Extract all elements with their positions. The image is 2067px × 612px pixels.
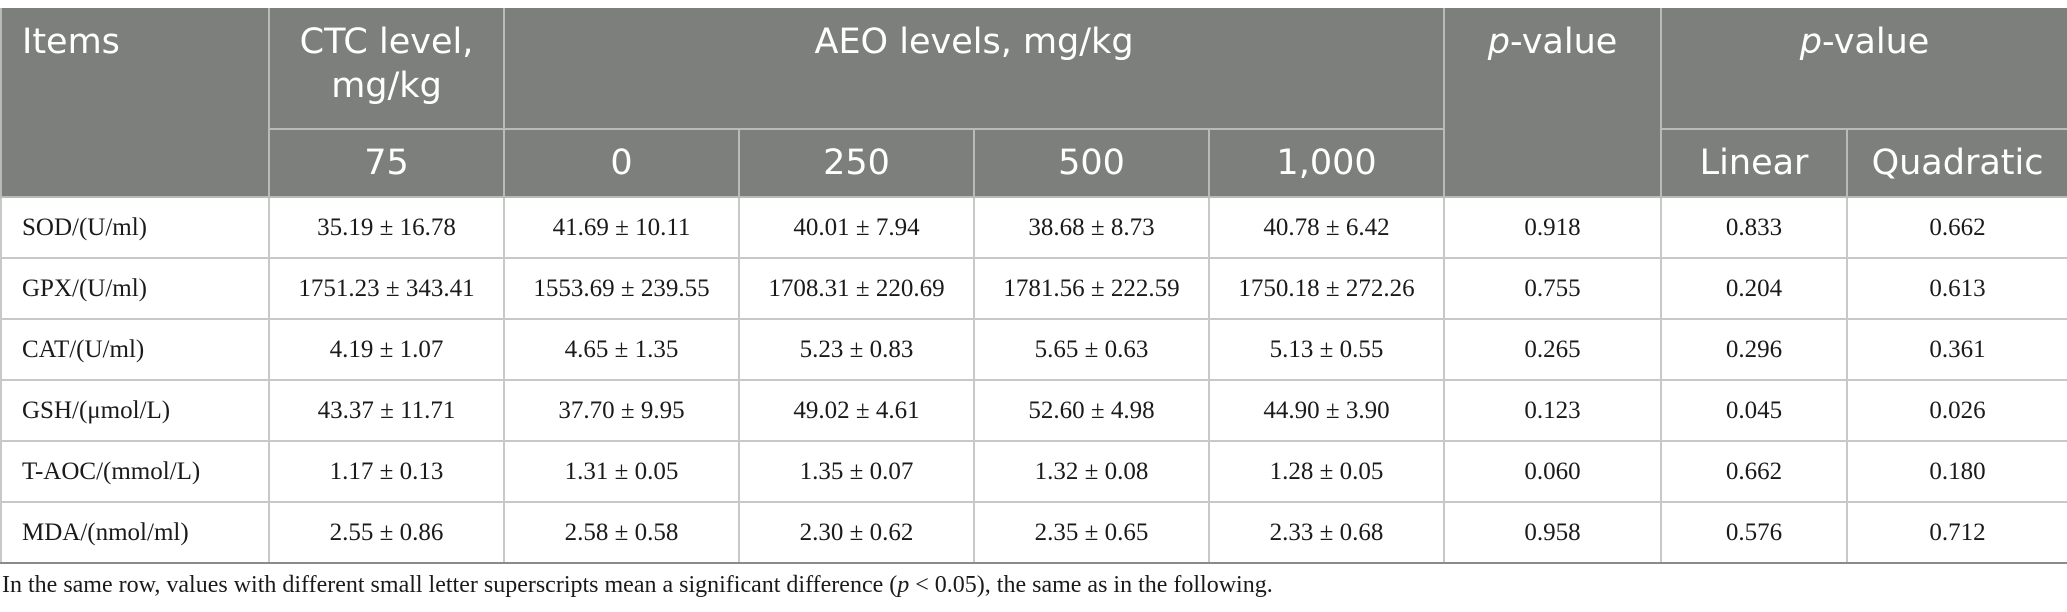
cell-aeo-500: 1.32 ± 0.08 [973,440,1210,503]
cell-aeo-1000: 1.28 ± 0.05 [1207,440,1446,503]
cell-aeo-0: 41.69 ± 10.11 [503,196,740,259]
cell-aeo-250: 5.23 ± 0.83 [738,318,975,381]
cell-aeo-0: 4.65 ± 1.35 [503,318,740,381]
cell-p-value: 0.755 [1443,257,1663,320]
header-linear: Linear [1660,129,1849,198]
cell-quadratic: 0.662 [1846,196,2067,259]
p-value-suffix: -value [1822,22,1930,62]
cell-linear: 0.045 [1660,379,1849,442]
cell-quadratic: 0.361 [1846,318,2067,381]
cell-aeo-500: 38.68 ± 8.73 [973,196,1210,259]
header-aeo-dose-0: 0 [503,129,740,198]
cell-linear: 0.296 [1660,318,1849,381]
cell-linear: 0.833 [1660,196,1849,259]
cell-p-value: 0.918 [1443,196,1663,259]
table-footnote: In the same row, values with different s… [2,572,1273,599]
header-ctc-level: CTC level, mg/kg [268,8,505,130]
row-item: MDA/(nmol/ml) [0,501,270,564]
cell-aeo-500: 52.60 ± 4.98 [973,379,1210,442]
cell-aeo-0: 2.58 ± 0.58 [503,501,740,564]
cell-p-value: 0.958 [1443,501,1663,564]
cell-linear: 0.204 [1660,257,1849,320]
cell-aeo-250: 49.02 ± 4.61 [738,379,975,442]
header-p-value: p-value [1443,8,1663,198]
cell-aeo-1000: 1750.18 ± 272.26 [1207,257,1446,320]
header-aeo-dose-1000: 1,000 [1207,129,1446,198]
table-container: Items CTC level, mg/kg AEO levels, mg/kg… [0,8,2067,564]
table-row: GPX/(U/ml) 1751.23 ± 343.41 1553.69 ± 23… [0,257,2067,320]
cell-aeo-250: 1.35 ± 0.07 [738,440,975,503]
table-row: T-AOC/(mmol/L) 1.17 ± 0.13 1.31 ± 0.05 1… [0,440,2067,503]
table-header: Items CTC level, mg/kg AEO levels, mg/kg… [0,8,2067,198]
cell-aeo-1000: 44.90 ± 3.90 [1207,379,1446,442]
cell-linear: 0.662 [1660,440,1849,503]
antioxidant-table: Items CTC level, mg/kg AEO levels, mg/kg… [0,8,2067,564]
cell-ctc: 1751.23 ± 343.41 [268,257,505,320]
cell-aeo-0: 1553.69 ± 239.55 [503,257,740,320]
cell-aeo-0: 1.31 ± 0.05 [503,440,740,503]
cell-aeo-1000: 2.33 ± 0.68 [1207,501,1446,564]
cell-p-value: 0.123 [1443,379,1663,442]
cell-linear: 0.576 [1660,501,1849,564]
cell-quadratic: 0.180 [1846,440,2067,503]
footnote-p-symbol: p [897,572,910,598]
cell-aeo-500: 1781.56 ± 222.59 [973,257,1210,320]
cell-aeo-250: 2.30 ± 0.62 [738,501,975,564]
header-quadratic: Quadratic [1846,129,2067,198]
cell-aeo-250: 40.01 ± 7.94 [738,196,975,259]
footnote-text-after: < 0.05), the same as in the following. [909,572,1273,598]
table-body: SOD/(U/ml) 35.19 ± 16.78 41.69 ± 10.11 4… [0,196,2067,564]
header-p-value-trend: p-value [1660,8,2067,130]
cell-aeo-1000: 40.78 ± 6.42 [1207,196,1446,259]
cell-aeo-500: 5.65 ± 0.63 [973,318,1210,381]
header-aeo-dose-500: 500 [973,129,1210,198]
cell-quadratic: 0.712 [1846,501,2067,564]
row-item: GSH/(μmol/L) [0,379,270,442]
cell-quadratic: 0.613 [1846,257,2067,320]
header-ctc-dose: 75 [268,129,505,198]
table-row: MDA/(nmol/ml) 2.55 ± 0.86 2.58 ± 0.58 2.… [0,501,2067,564]
cell-quadratic: 0.026 [1846,379,2067,442]
row-item: GPX/(U/ml) [0,257,270,320]
header-aeo-levels: AEO levels, mg/kg [502,8,1446,130]
row-item: T-AOC/(mmol/L) [0,440,270,503]
cell-aeo-250: 1708.31 ± 220.69 [738,257,975,320]
table-row: SOD/(U/ml) 35.19 ± 16.78 41.69 ± 10.11 4… [0,196,2067,259]
table-row: CAT/(U/ml) 4.19 ± 1.07 4.65 ± 1.35 5.23 … [0,318,2067,381]
p-symbol: p [1487,22,1510,62]
p-symbol: p [1799,22,1823,62]
cell-ctc: 1.17 ± 0.13 [268,440,505,503]
cell-p-value: 0.265 [1443,318,1663,381]
cell-ctc: 35.19 ± 16.78 [268,196,505,259]
footnote-text-before: In the same row, values with different s… [2,572,898,598]
cell-ctc: 2.55 ± 0.86 [268,501,505,564]
cell-aeo-0: 37.70 ± 9.95 [503,379,740,442]
table-row: GSH/(μmol/L) 43.37 ± 11.71 37.70 ± 9.95 … [0,379,2067,442]
cell-aeo-1000: 5.13 ± 0.55 [1207,318,1446,381]
cell-aeo-500: 2.35 ± 0.65 [973,501,1210,564]
cell-p-value: 0.060 [1443,440,1663,503]
cell-ctc: 43.37 ± 11.71 [268,379,505,442]
p-value-suffix: -value [1510,22,1618,62]
cell-ctc: 4.19 ± 1.07 [268,318,505,381]
header-items: Items [0,8,270,198]
row-item: CAT/(U/ml) [0,318,270,381]
row-item: SOD/(U/ml) [0,196,270,259]
header-aeo-dose-250: 250 [738,129,975,198]
